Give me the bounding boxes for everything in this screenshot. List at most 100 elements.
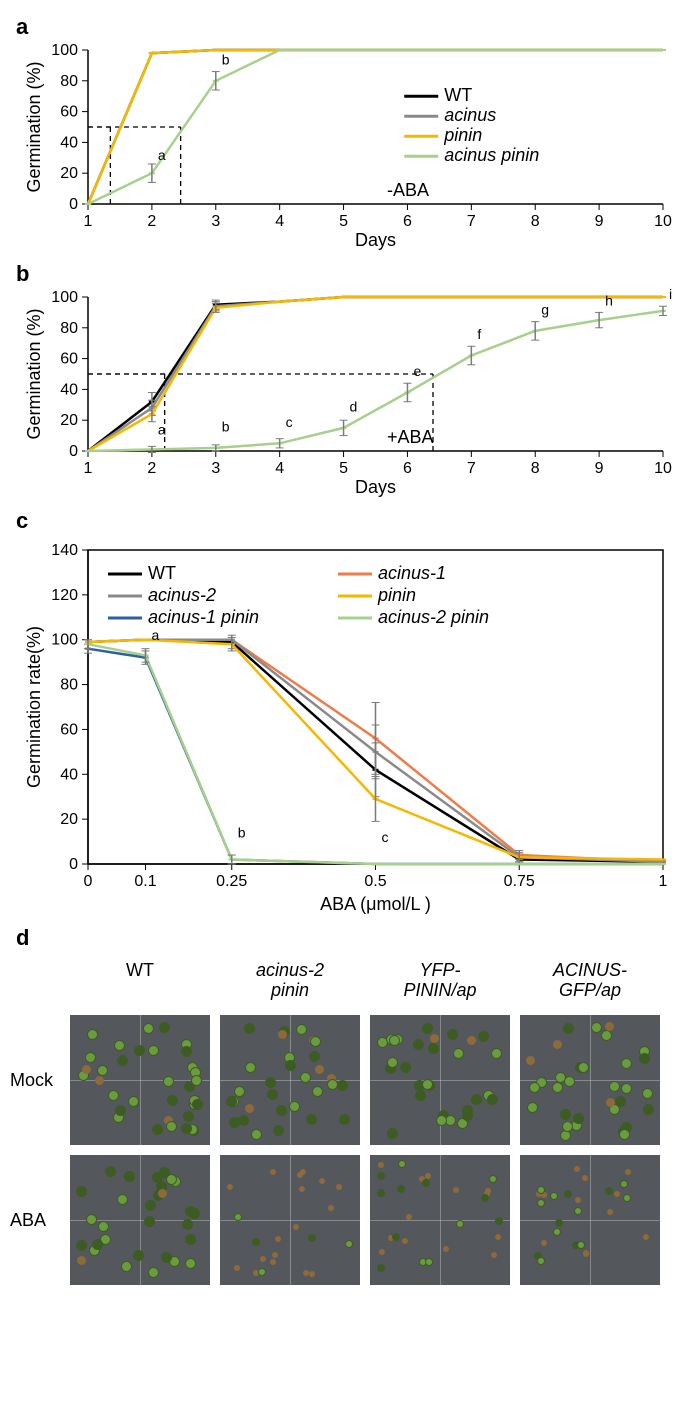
svg-text:c: c xyxy=(382,829,389,845)
svg-text:0: 0 xyxy=(69,196,78,213)
col-header: YFP-PININ/ap xyxy=(370,961,510,1005)
svg-text:120: 120 xyxy=(51,587,78,604)
chart-b-svg: 0 20 40 60 80 100 1 2 3 4 5 6 7 8 9 10 Days Germination (… xyxy=(10,289,675,499)
plate xyxy=(520,1015,660,1145)
plate xyxy=(70,1155,210,1285)
svg-text:acinus pinin: acinus pinin xyxy=(444,145,539,165)
svg-text:2: 2 xyxy=(147,460,156,477)
svg-text:0: 0 xyxy=(84,873,93,890)
svg-text:9: 9 xyxy=(595,460,604,477)
svg-text:Germination (%): Germination (%) xyxy=(24,308,44,439)
chart-a-svg: 02040608010012345678910DaysGermination (… xyxy=(10,42,675,252)
panel-label-c: c xyxy=(16,508,675,534)
svg-text:5: 5 xyxy=(339,213,348,230)
svg-text:a: a xyxy=(158,147,166,163)
svg-text:20: 20 xyxy=(60,811,78,828)
svg-text:acinus-2: acinus-2 xyxy=(148,585,216,605)
plate xyxy=(370,1015,510,1145)
svg-text:Germination rate(%): Germination rate(%) xyxy=(24,626,44,788)
svg-text:i: i xyxy=(669,289,672,302)
svg-text:1: 1 xyxy=(84,213,93,230)
svg-text:10: 10 xyxy=(654,460,672,477)
svg-text:Days: Days xyxy=(355,477,396,497)
svg-text:20: 20 xyxy=(60,165,78,182)
panel-d: WTacinus-2pininYFP-PININ/apACINUS-GFP/ap… xyxy=(10,961,675,1285)
svg-text:7: 7 xyxy=(467,460,476,477)
svg-text:60: 60 xyxy=(60,104,78,121)
panel-label-d: d xyxy=(16,925,675,951)
svg-text:140: 140 xyxy=(51,542,78,559)
svg-text:100: 100 xyxy=(51,632,78,649)
chart-a: 02040608010012345678910DaysGermination (… xyxy=(10,42,675,257)
svg-text:e: e xyxy=(413,363,421,379)
svg-text:a: a xyxy=(158,422,166,438)
svg-text:f: f xyxy=(477,326,481,342)
plate xyxy=(520,1155,660,1285)
svg-text:60: 60 xyxy=(60,351,78,368)
svg-text:10: 10 xyxy=(654,213,672,230)
svg-text:9: 9 xyxy=(595,213,604,230)
svg-text:a: a xyxy=(152,627,160,643)
svg-text:WT: WT xyxy=(444,85,472,105)
svg-text:40: 40 xyxy=(60,766,78,783)
col-header: ACINUS-GFP/ap xyxy=(520,961,660,1005)
svg-text:60: 60 xyxy=(60,721,78,738)
svg-text:0.75: 0.75 xyxy=(504,873,535,890)
svg-text:pinin: pinin xyxy=(443,125,482,145)
svg-text:b: b xyxy=(222,419,230,435)
plate xyxy=(220,1155,360,1285)
svg-text:2: 2 xyxy=(147,213,156,230)
svg-text:80: 80 xyxy=(60,73,78,90)
svg-text:20: 20 xyxy=(60,412,78,429)
svg-text:0.25: 0.25 xyxy=(216,873,247,890)
svg-text:0: 0 xyxy=(69,443,78,460)
svg-text:d: d xyxy=(350,399,358,415)
svg-text:WT: WT xyxy=(148,563,176,583)
panel-label-a: a xyxy=(16,14,675,40)
svg-text:6: 6 xyxy=(403,213,412,230)
svg-text:pinin: pinin xyxy=(377,585,416,605)
svg-text:4: 4 xyxy=(275,213,284,230)
row-label: Mock xyxy=(10,1015,70,1091)
svg-text:ABA (μmol/L ): ABA (μmol/L ) xyxy=(320,894,431,914)
chart-b: 0 20 40 60 80 100 1 2 3 4 5 6 7 8 9 10 Days Germination (… xyxy=(10,289,675,504)
svg-text:8: 8 xyxy=(531,213,540,230)
svg-text:+ABA: +ABA xyxy=(387,427,434,447)
svg-text:1: 1 xyxy=(659,873,668,890)
svg-text:80: 80 xyxy=(60,320,78,337)
svg-text:1: 1 xyxy=(84,460,93,477)
svg-text:5: 5 xyxy=(339,460,348,477)
svg-text:acinus-1 pinin: acinus-1 pinin xyxy=(148,607,259,627)
chart-c: 0 20 40 60 80 100 120 140 0 0.1 0.25 0.5 0.75 1 ABA (μ… xyxy=(10,536,675,921)
svg-text:g: g xyxy=(541,302,549,318)
svg-text:40: 40 xyxy=(60,381,78,398)
col-header: WT xyxy=(70,961,210,1005)
svg-text:0: 0 xyxy=(69,856,78,873)
row-label: ABA xyxy=(10,1155,70,1231)
plate xyxy=(370,1155,510,1285)
chart-c-svg: 0 20 40 60 80 100 120 140 0 0.1 0.25 0.5 0.75 1 ABA (μ… xyxy=(10,536,675,916)
svg-text:40: 40 xyxy=(60,134,78,151)
svg-text:7: 7 xyxy=(467,213,476,230)
svg-text:acinus-2 pinin: acinus-2 pinin xyxy=(378,607,489,627)
svg-text:6: 6 xyxy=(403,460,412,477)
svg-text:100: 100 xyxy=(51,42,78,59)
svg-text:8: 8 xyxy=(531,460,540,477)
svg-text:b: b xyxy=(222,51,230,67)
svg-text:100: 100 xyxy=(51,289,78,306)
svg-text:0.1: 0.1 xyxy=(134,873,156,890)
svg-text:b: b xyxy=(238,825,246,841)
svg-text:acinus: acinus xyxy=(444,105,496,125)
plate xyxy=(220,1015,360,1145)
svg-text:Germination (%): Germination (%) xyxy=(24,61,44,192)
plate xyxy=(70,1015,210,1145)
svg-text:Days: Days xyxy=(355,230,396,250)
svg-text:0.5: 0.5 xyxy=(364,873,386,890)
svg-text:80: 80 xyxy=(60,677,78,694)
svg-text:3: 3 xyxy=(211,460,220,477)
svg-text:-ABA: -ABA xyxy=(387,180,429,200)
svg-text:h: h xyxy=(605,292,613,308)
svg-text:4: 4 xyxy=(275,460,284,477)
col-header: acinus-2pinin xyxy=(220,961,360,1005)
panel-label-b: b xyxy=(16,261,675,287)
